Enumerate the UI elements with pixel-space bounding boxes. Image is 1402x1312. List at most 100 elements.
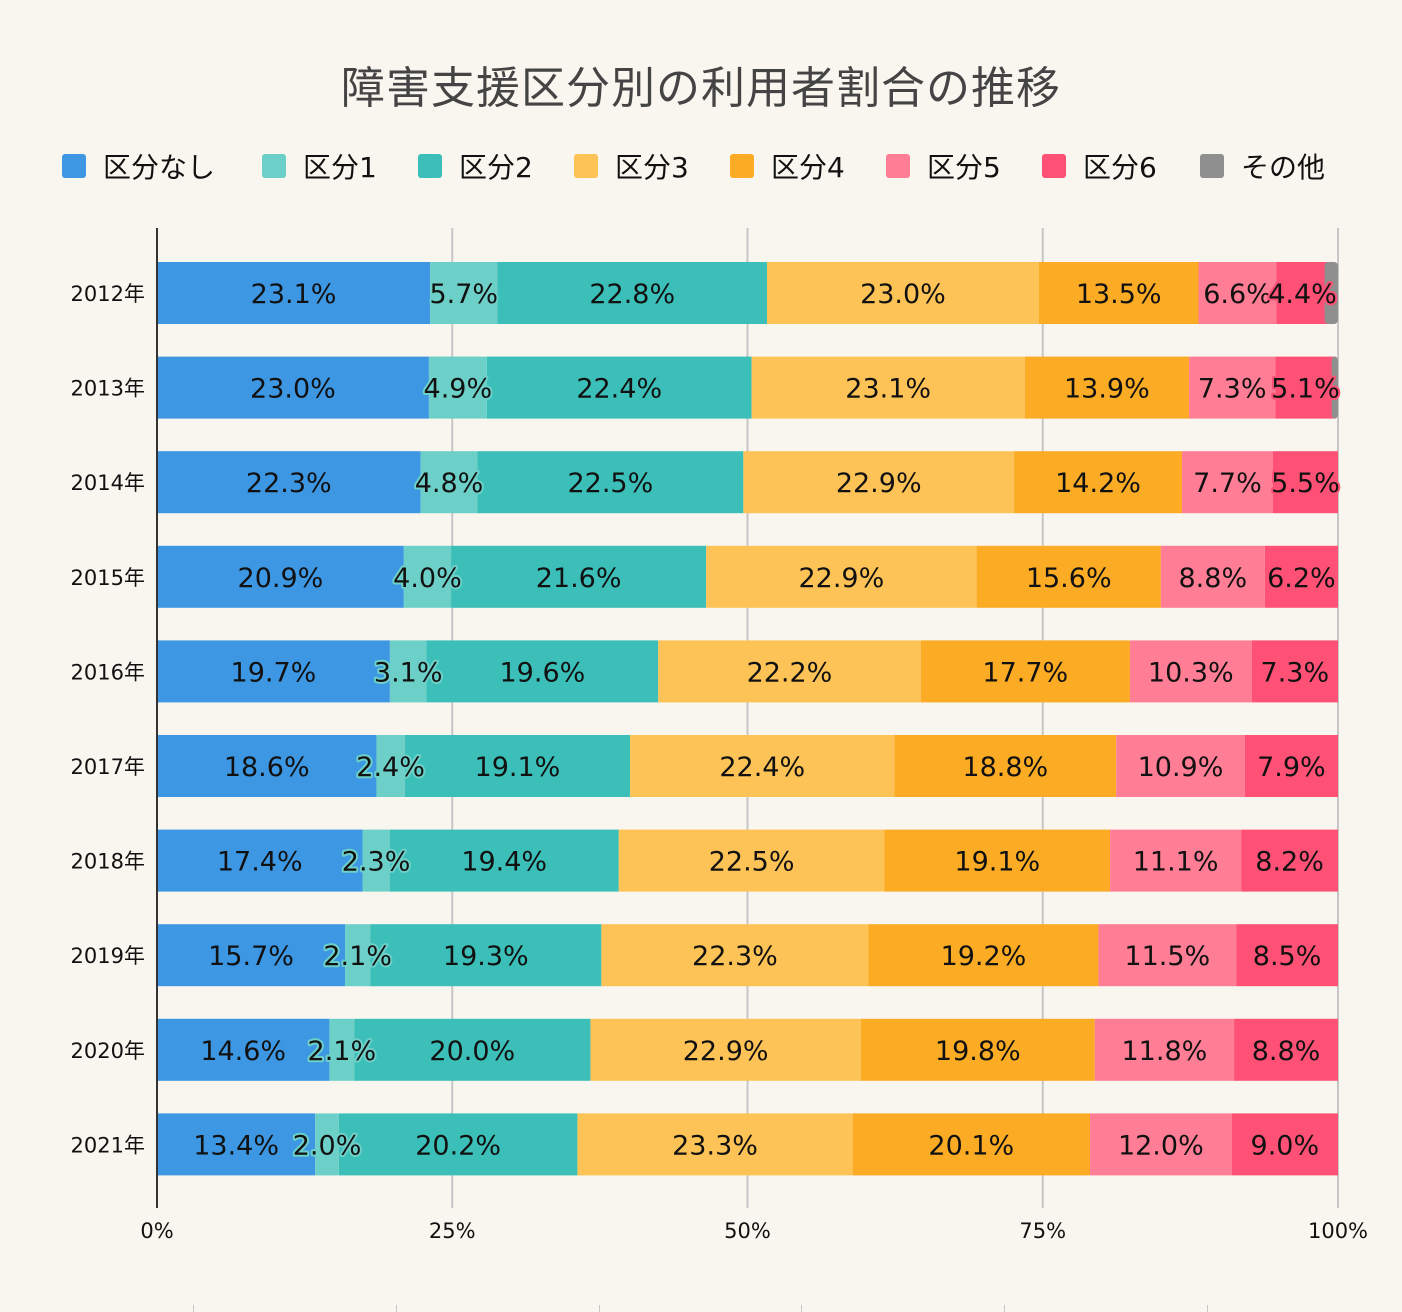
bar-segment bbox=[1198, 262, 1277, 324]
bar-segment bbox=[329, 1018, 355, 1081]
bar-data-label: 4.8% bbox=[415, 468, 484, 499]
bar-segment bbox=[868, 924, 1099, 987]
bar-segment bbox=[157, 924, 346, 987]
bar-segment bbox=[389, 829, 619, 892]
bottom-strip bbox=[0, 1306, 1402, 1312]
x-tick-label: 100% bbox=[1308, 1219, 1368, 1243]
bar-segment bbox=[618, 829, 885, 892]
bar-segment bbox=[1181, 451, 1273, 514]
bar-segment bbox=[658, 640, 921, 703]
bar-data-label: 17.7% bbox=[982, 657, 1068, 688]
bar-segment bbox=[1116, 735, 1245, 797]
bar-data-label: 22.8% bbox=[589, 279, 675, 310]
bar-data-label: 2.3% bbox=[342, 847, 411, 878]
legend-item[interactable]: 区分2 bbox=[418, 148, 533, 184]
bar-data-label: 20.0% bbox=[429, 1036, 515, 1067]
bar-data-label: 20.9% bbox=[238, 563, 324, 594]
bar-segment bbox=[1160, 545, 1265, 608]
y-tick-label: 2014年 bbox=[71, 471, 145, 495]
bar-data-label: 3.1% bbox=[374, 657, 443, 688]
bar-data-label: 9.0% bbox=[1251, 1130, 1320, 1161]
bar-data-label: 19.1% bbox=[954, 847, 1040, 878]
bar-data-label: 22.9% bbox=[798, 563, 884, 594]
bar-segment bbox=[590, 1018, 861, 1081]
legend-item[interactable]: 区分1 bbox=[262, 148, 377, 184]
legend-item[interactable]: 区分6 bbox=[1042, 148, 1157, 184]
bar-data-label: 19.4% bbox=[461, 847, 547, 878]
y-tick-label: 2020年 bbox=[71, 1039, 145, 1063]
legend-label: 区分2 bbox=[459, 151, 533, 184]
bottom-tick bbox=[599, 1305, 600, 1312]
bar-data-label: 6.6% bbox=[1203, 279, 1272, 310]
bar-segment bbox=[1024, 356, 1190, 419]
bar-data-label: 17.4% bbox=[217, 847, 303, 878]
bar-segment bbox=[1241, 829, 1338, 892]
bar-data-label: 14.6% bbox=[200, 1036, 286, 1067]
bar-segment bbox=[601, 924, 869, 987]
bar-segment bbox=[920, 640, 1130, 703]
bar-data-label: 23.0% bbox=[250, 374, 336, 405]
bar-segment bbox=[1276, 262, 1329, 324]
y-tick-label: 2018年 bbox=[71, 850, 145, 874]
bar-data-label: 2.0% bbox=[293, 1130, 362, 1161]
legend-label: 区分6 bbox=[1083, 151, 1157, 184]
bar-segment bbox=[403, 545, 452, 608]
bar-data-label: 19.6% bbox=[500, 657, 586, 688]
legend-item[interactable]: 区分4 bbox=[730, 148, 845, 184]
bar-data-label: 7.7% bbox=[1193, 468, 1262, 499]
bar-data-label: 8.5% bbox=[1253, 941, 1322, 972]
bar-data-label: 22.5% bbox=[709, 847, 795, 878]
bar-segment bbox=[706, 545, 977, 608]
bar-data-label: 6.2% bbox=[1267, 563, 1336, 594]
bar-data-label: 15.6% bbox=[1026, 563, 1112, 594]
bar-segment bbox=[1234, 1018, 1338, 1081]
bar-segment bbox=[157, 262, 431, 324]
bar-segment bbox=[157, 735, 377, 797]
bar-data-label: 13.4% bbox=[193, 1130, 279, 1161]
bar-data-label: 11.8% bbox=[1122, 1036, 1208, 1067]
bar-data-label: 22.3% bbox=[692, 941, 778, 972]
y-tick-label: 2013年 bbox=[71, 377, 145, 401]
bar-data-label: 22.9% bbox=[683, 1036, 769, 1067]
bottom-tick bbox=[396, 1305, 397, 1312]
bar-segment bbox=[157, 1018, 330, 1081]
bar-data-label: 10.9% bbox=[1138, 752, 1224, 783]
bar-data-label: 19.2% bbox=[941, 941, 1027, 972]
bar-data-label: 11.5% bbox=[1124, 941, 1210, 972]
bar-segment bbox=[743, 451, 1015, 514]
legend-swatch-icon bbox=[886, 154, 910, 178]
bottom-tick bbox=[1207, 1305, 1208, 1312]
bar-segment bbox=[338, 1113, 578, 1176]
bar-segment bbox=[1244, 735, 1338, 797]
y-tick-label: 2017年 bbox=[71, 755, 145, 779]
bar-segment bbox=[1094, 1018, 1235, 1081]
bar-data-label: 8.8% bbox=[1179, 563, 1248, 594]
bar-segment bbox=[451, 545, 707, 608]
legend-item[interactable]: 区分5 bbox=[886, 148, 1001, 184]
legend-swatch-icon bbox=[1042, 154, 1066, 178]
bar-segment bbox=[1324, 262, 1338, 324]
bar-data-label: 7.3% bbox=[1261, 657, 1330, 688]
bar-data-label: 13.9% bbox=[1064, 374, 1150, 405]
bar-data-label: 15.7% bbox=[208, 941, 294, 972]
legend-item[interactable]: 区分3 bbox=[574, 148, 689, 184]
bar-data-label: 18.8% bbox=[962, 752, 1048, 783]
bar-segment bbox=[345, 924, 371, 987]
x-tick-label: 25% bbox=[429, 1219, 476, 1243]
legend-item[interactable]: 区分なし bbox=[62, 148, 215, 184]
bar-data-label: 23.0% bbox=[860, 279, 946, 310]
bar-segment bbox=[894, 735, 1117, 797]
bar-data-label: 5.7% bbox=[429, 279, 498, 310]
bar-data-label: 14.2% bbox=[1055, 468, 1141, 499]
bar-data-label: 19.7% bbox=[231, 657, 317, 688]
legend-item[interactable]: その他 bbox=[1200, 148, 1325, 184]
bar-segment bbox=[157, 640, 390, 703]
bar-segment bbox=[1331, 356, 1338, 419]
bar-data-label: 22.9% bbox=[836, 468, 922, 499]
bar-segment bbox=[884, 829, 1111, 892]
bar-segment bbox=[157, 451, 421, 514]
bar-data-label: 13.5% bbox=[1076, 279, 1162, 310]
bar-segment bbox=[157, 356, 429, 419]
bar-data-label: 5.1% bbox=[1271, 374, 1340, 405]
